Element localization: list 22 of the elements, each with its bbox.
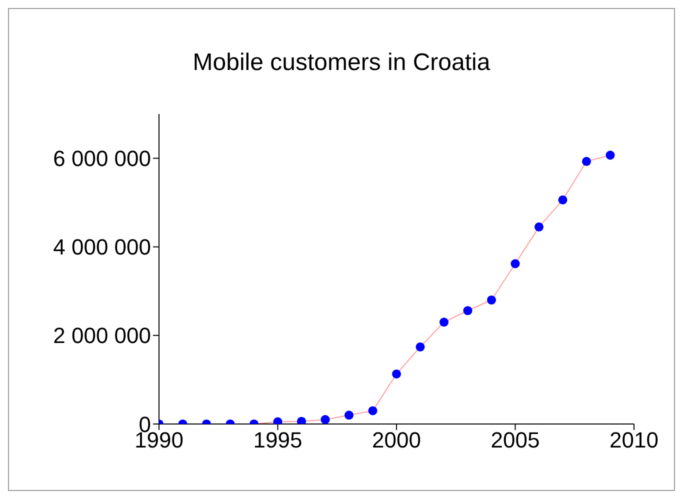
point <box>392 369 402 378</box>
y-tick-label: 6 000 000 <box>53 146 151 172</box>
point <box>510 259 520 268</box>
point <box>344 410 354 420</box>
point <box>582 156 592 166</box>
y-tick-label: 2 000 000 <box>53 323 151 348</box>
point <box>320 415 330 424</box>
point <box>416 342 425 352</box>
point <box>558 195 568 204</box>
x-tick-label: 2005 <box>490 428 540 453</box>
point <box>606 150 615 160</box>
point <box>463 306 472 316</box>
x-tick-label: 1995 <box>253 428 302 453</box>
x-tick-label: 2000 <box>372 428 421 453</box>
point <box>296 416 306 424</box>
y-tick-label: 4 000 000 <box>53 234 151 260</box>
x-tick-label: 2010 <box>610 428 658 453</box>
chart-title: Mobile customers in Croatia <box>192 49 492 77</box>
point <box>534 222 544 232</box>
point <box>439 318 449 327</box>
point <box>486 295 496 305</box>
point <box>368 406 378 416</box>
